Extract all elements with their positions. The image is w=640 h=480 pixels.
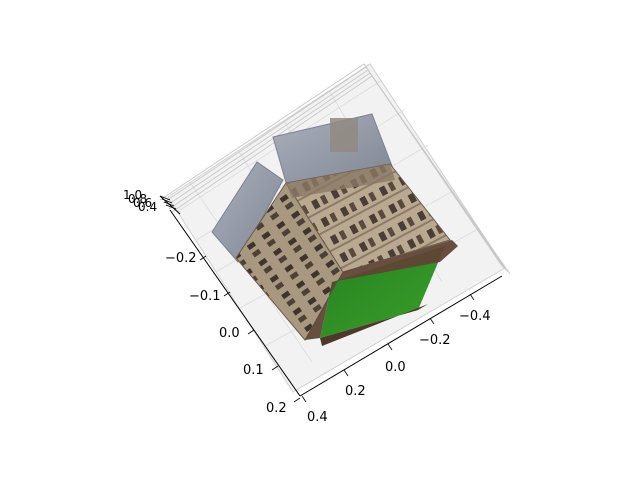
- z-ticks: 1.0 0.8 0.6 0.4: [123, 188, 177, 214]
- x-tick-label: 0.0: [385, 360, 406, 375]
- x-tick-label: −0.2: [419, 333, 451, 348]
- x-tick-label: 0.2: [345, 384, 366, 399]
- x-axis-line: [299, 275, 503, 397]
- y-tick-label: −0.1: [189, 289, 221, 304]
- x-tick-label: 0.4: [307, 410, 328, 425]
- x-tick-label: −0.4: [459, 309, 491, 324]
- y-tick-label: 0.1: [243, 363, 264, 378]
- y-axis-line: [169, 209, 301, 397]
- axis-lines: [159, 195, 503, 397]
- pane-rim: [159, 63, 511, 275]
- z-axis-line: [159, 195, 181, 215]
- roof-left: [211, 161, 284, 263]
- grass-ledge: [305, 240, 458, 340]
- z-tick-label: 0.4: [138, 200, 157, 214]
- roof-tower: [330, 118, 358, 152]
- grass-face: [320, 246, 445, 338]
- y-tick-label: 0.0: [219, 326, 240, 341]
- z-tick-label: 0.8: [128, 192, 147, 206]
- y-tick-label: 0.2: [266, 401, 287, 416]
- y-tick-label: −0.2: [165, 251, 197, 266]
- x-ticks: [301, 293, 475, 403]
- image-cube: [211, 113, 458, 346]
- z-tick-label: 1.0: [123, 188, 142, 202]
- z-tick-label: 0.6: [133, 196, 152, 210]
- y-ticks: [199, 255, 301, 403]
